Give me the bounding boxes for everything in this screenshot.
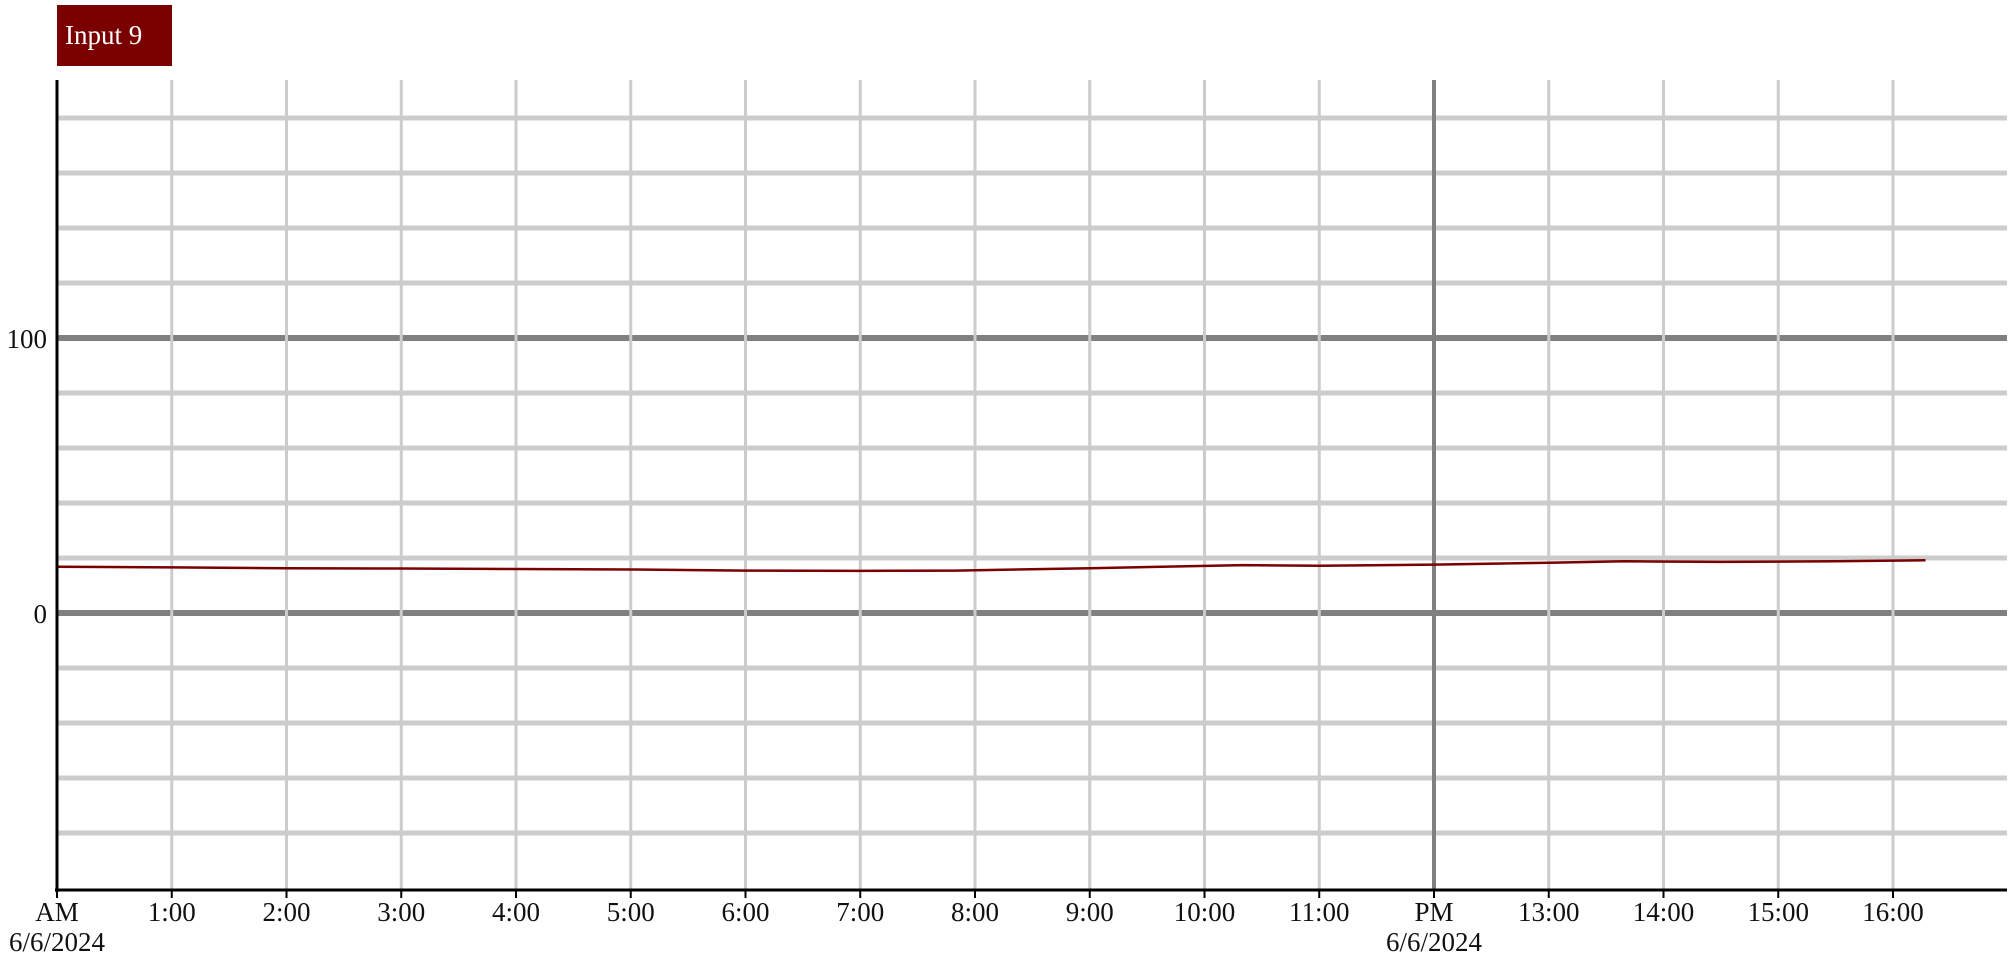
x-tick-label: 7:00 <box>836 897 884 927</box>
x-tick-label: 9:00 <box>1066 897 1114 927</box>
grid <box>57 80 2007 890</box>
x-tick-label: AM <box>35 897 79 927</box>
x-tick-label: 16:00 <box>1862 897 1924 927</box>
x-tick-label: 11:00 <box>1289 897 1350 927</box>
x-tick-label: 6:00 <box>721 897 769 927</box>
x-tick-date-label: 6/6/2024 <box>9 927 106 957</box>
x-tick-label: 1:00 <box>148 897 196 927</box>
x-tick-label: 3:00 <box>377 897 425 927</box>
x-tick-label: 2:00 <box>262 897 310 927</box>
series-line <box>56 558 1926 573</box>
series-layer <box>56 558 1926 573</box>
y-tick-label: 0 <box>34 599 48 629</box>
x-tick-date-label: 6/6/2024 <box>1386 927 1483 957</box>
axes <box>55 80 2007 898</box>
x-tick-label: 8:00 <box>951 897 999 927</box>
x-tick-label: 15:00 <box>1747 897 1809 927</box>
x-tick-label: 5:00 <box>607 897 655 927</box>
x-tick-label: PM <box>1414 897 1453 927</box>
x-tick-label: 14:00 <box>1633 897 1695 927</box>
x-tick-label: 13:00 <box>1518 897 1580 927</box>
y-tick-label: 100 <box>7 324 48 354</box>
series-name-tag: Input 9 <box>57 5 172 66</box>
x-tick-label: 4:00 <box>492 897 540 927</box>
x-tick-label: 10:00 <box>1174 897 1236 927</box>
